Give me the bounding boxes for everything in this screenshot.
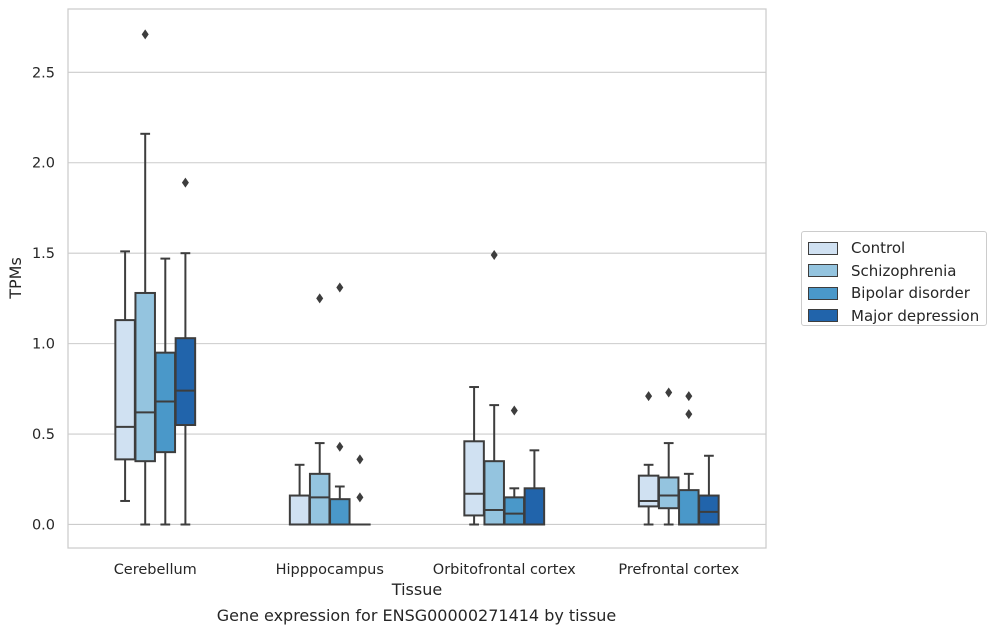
outlier-point [181, 177, 189, 188]
y-tick-label: 2.5 [32, 65, 55, 81]
box-body [114, 319, 136, 461]
x-axis-ticks: Cerebellum Hipppocampus Orbitofrontal cort… [114, 562, 740, 578]
box-body [523, 487, 546, 526]
y-tick-label: 2.0 [32, 156, 55, 172]
y-tick-label: 1.5 [32, 246, 55, 262]
legend-label: Bipolar disorder [851, 284, 970, 303]
box-body [288, 494, 311, 526]
box-body [463, 440, 485, 517]
box-major-depression [349, 454, 371, 526]
plot-frame [67, 8, 767, 549]
legend-item-schizophrenia: Schizophrenia [808, 260, 980, 283]
y-tick-label: 0.0 [32, 517, 55, 533]
y-axis-ticks: 0.0 0.5 1.0 1.5 2.0 2.5 [32, 65, 55, 533]
box-control [114, 250, 136, 502]
legend-swatch [808, 286, 838, 300]
box-schizophrenia [657, 387, 680, 526]
box-body [698, 494, 720, 526]
legend-item-control: Control [808, 237, 980, 260]
outlier-point [645, 391, 653, 402]
box-schizophrenia [134, 29, 156, 526]
outlier-point [316, 293, 324, 304]
legend-swatch [808, 264, 838, 278]
legend-item-major-depression: Major depression [808, 305, 980, 328]
x-tick-label: Orbitofrontal cortex [433, 562, 576, 578]
x-tick-label: Prefrontal cortex [618, 562, 739, 578]
box-body [174, 337, 197, 427]
box-major-depression [523, 449, 546, 526]
box-body [678, 489, 700, 526]
box-groups [114, 29, 720, 526]
box-body [329, 498, 351, 526]
legend: Control Schizophrenia Bipolar disorder M… [801, 231, 987, 326]
legend-label: Schizophrenia [851, 261, 957, 280]
box-bipolar-disorder [678, 391, 700, 526]
outlier-point [356, 454, 364, 465]
y-tick-label: 1.0 [32, 337, 55, 353]
outlier-point [510, 405, 518, 416]
outlier-point [665, 387, 673, 398]
outlier-point [356, 492, 364, 503]
box-schizophrenia [483, 249, 505, 526]
x-tick-label: Cerebellum [114, 562, 197, 578]
box-control [637, 391, 660, 526]
outlier-point [685, 391, 693, 402]
box-body [503, 496, 526, 526]
box-bipolar-disorder [154, 257, 177, 526]
y-axis-label: TPMs [6, 257, 25, 300]
outlier-point [490, 249, 498, 260]
chart-caption: Gene expression for ENSG00000271414 by t… [216, 606, 617, 625]
legend-swatch [808, 241, 838, 255]
legend-label: Control [851, 239, 906, 258]
outlier-point [141, 29, 149, 40]
legend-item-bipolar-disorder: Bipolar disorder [808, 282, 980, 305]
x-tick-label: Hipppocampus [276, 562, 384, 578]
box-body [483, 460, 505, 526]
y-tick-label: 0.5 [32, 427, 55, 443]
outlier-point [685, 409, 693, 420]
box-major-depression [174, 177, 197, 526]
box-bipolar-disorder [329, 282, 351, 526]
box-body [308, 472, 331, 526]
plot-background [68, 9, 766, 548]
x-axis-label: Tissue [391, 580, 442, 599]
box-body [134, 291, 156, 463]
legend-label: Major depression [851, 306, 980, 325]
legend-swatch [808, 309, 838, 323]
box-body [657, 476, 680, 510]
outlier-point [336, 282, 344, 293]
box-major-depression [698, 454, 720, 526]
outlier-point [336, 441, 344, 452]
